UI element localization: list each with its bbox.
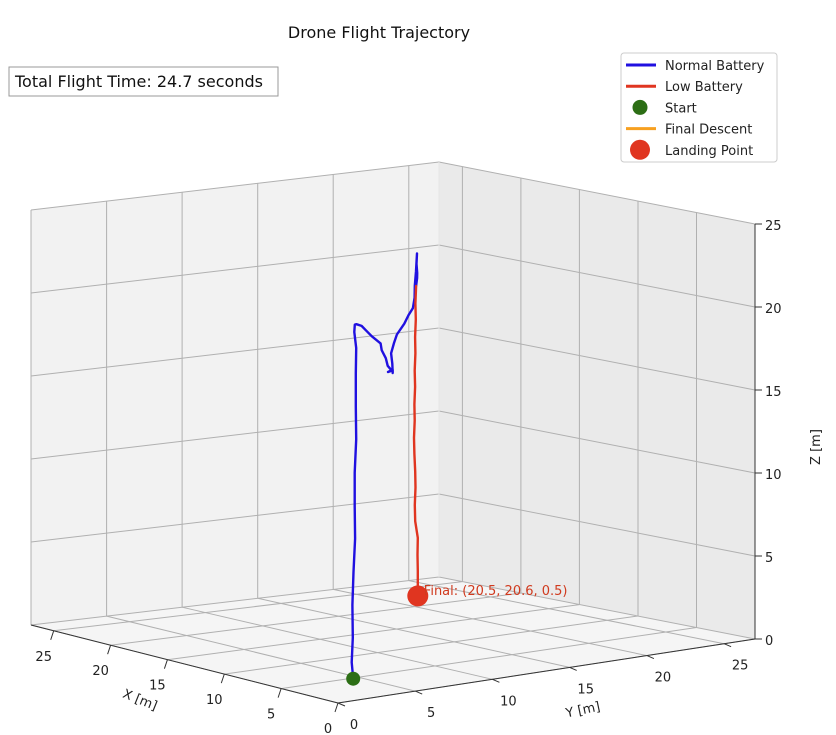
y-tick-label: 15 bbox=[577, 682, 594, 697]
y-tick-label: 5 bbox=[427, 706, 435, 721]
x-tick-mark bbox=[334, 702, 339, 713]
tick-labels: 0 5 10 15 20 25 0 5 10 15 20 25 0 5 10 15 20 25 bbox=[35, 219, 781, 735]
x-tick-label: 20 bbox=[92, 664, 109, 679]
y-axis-line bbox=[337, 638, 756, 704]
grid-lines bbox=[30, 161, 756, 704]
z-tick-label: 20 bbox=[765, 302, 782, 317]
series-low-battery bbox=[412, 284, 419, 598]
x-axis-line bbox=[30, 624, 339, 704]
pane-back-left bbox=[31, 162, 439, 625]
y-tick-label: 0 bbox=[350, 718, 358, 733]
grid-y-floor bbox=[257, 597, 570, 668]
grid-z-right bbox=[438, 161, 756, 225]
z-tick-label: 10 bbox=[765, 468, 782, 483]
x-tick-mark bbox=[50, 630, 55, 640]
y-tick-mark bbox=[569, 666, 577, 671]
grid-x-floor bbox=[110, 592, 521, 646]
x-tick-label: 5 bbox=[267, 708, 275, 723]
x-tick-label: 0 bbox=[324, 722, 332, 735]
grid-y-floor bbox=[408, 580, 725, 645]
chart-title: Drone Flight Trajectory bbox=[288, 23, 470, 42]
x-tick-mark bbox=[277, 688, 282, 698]
y-tick-label: 25 bbox=[732, 659, 749, 674]
series-normal-battery bbox=[350, 252, 419, 680]
grid-y-floor bbox=[181, 606, 493, 680]
legend-label: Landing Point bbox=[665, 144, 753, 159]
axis-panes bbox=[31, 162, 755, 703]
grid-z-left bbox=[30, 410, 440, 460]
z-tick-label: 15 bbox=[765, 385, 782, 400]
legend-label: Normal Battery bbox=[665, 59, 765, 74]
landing-marker bbox=[407, 585, 429, 607]
final-position-label: Final: (20.5, 20.6, 0.5) bbox=[424, 584, 568, 599]
series-lines: Final: (20.5, 20.6, 0.5) bbox=[346, 252, 568, 686]
grid-x-floor bbox=[224, 615, 639, 675]
grid-z-right bbox=[438, 410, 756, 474]
z-tick-label: 5 bbox=[765, 551, 773, 566]
y-axis-label: Y [m] bbox=[564, 700, 602, 722]
start-marker bbox=[346, 671, 361, 686]
flight-time-text: Total Flight Time: 24.7 seconds bbox=[14, 72, 263, 91]
grid-z-right bbox=[438, 244, 756, 308]
z-tick-label: 0 bbox=[765, 634, 773, 649]
y-tick-mark bbox=[415, 690, 423, 695]
grid-y-floor bbox=[106, 615, 416, 692]
legend-box bbox=[620, 52, 778, 163]
legend: Normal Battery Low Battery Start Final Desc… bbox=[620, 52, 778, 163]
z-tick-label: 25 bbox=[765, 219, 782, 234]
grid-z-right bbox=[438, 327, 756, 391]
grid-z-left bbox=[30, 161, 440, 211]
x-tick-mark bbox=[220, 673, 225, 684]
legend-label: Start bbox=[665, 101, 697, 116]
y-tick-mark bbox=[646, 655, 655, 660]
grid-y-floor bbox=[333, 588, 648, 657]
y-tick-label: 20 bbox=[655, 671, 672, 686]
z-axis-label: Z [m] bbox=[809, 429, 824, 465]
legend-label: Low Battery bbox=[665, 80, 743, 95]
x-tick-mark bbox=[107, 645, 112, 655]
grid-z-left bbox=[30, 493, 440, 543]
grid-z-left bbox=[30, 244, 440, 294]
flight-time-box: Total Flight Time: 24.7 seconds bbox=[8, 66, 279, 97]
grid-x-floor bbox=[167, 604, 580, 661]
y-tick-label: 10 bbox=[500, 694, 517, 709]
grid-x-floor bbox=[53, 581, 463, 632]
y-tick-mark bbox=[337, 702, 346, 707]
grid-z-right bbox=[438, 576, 756, 640]
pane-floor bbox=[31, 577, 755, 703]
grid-z-left bbox=[30, 576, 440, 626]
legend-marker-swatch bbox=[630, 139, 650, 160]
x-tick-label: 15 bbox=[149, 679, 166, 694]
legend-marker-swatch bbox=[632, 99, 648, 115]
y-tick-mark bbox=[723, 643, 732, 648]
legend-label: Final Descent bbox=[665, 123, 752, 138]
pane-back-right bbox=[439, 162, 755, 639]
x-tick-label: 25 bbox=[35, 650, 52, 665]
x-tick-mark bbox=[163, 659, 168, 669]
x-tick-label: 10 bbox=[206, 693, 223, 708]
y-tick-mark bbox=[492, 678, 500, 683]
grid-z-right bbox=[438, 493, 756, 557]
